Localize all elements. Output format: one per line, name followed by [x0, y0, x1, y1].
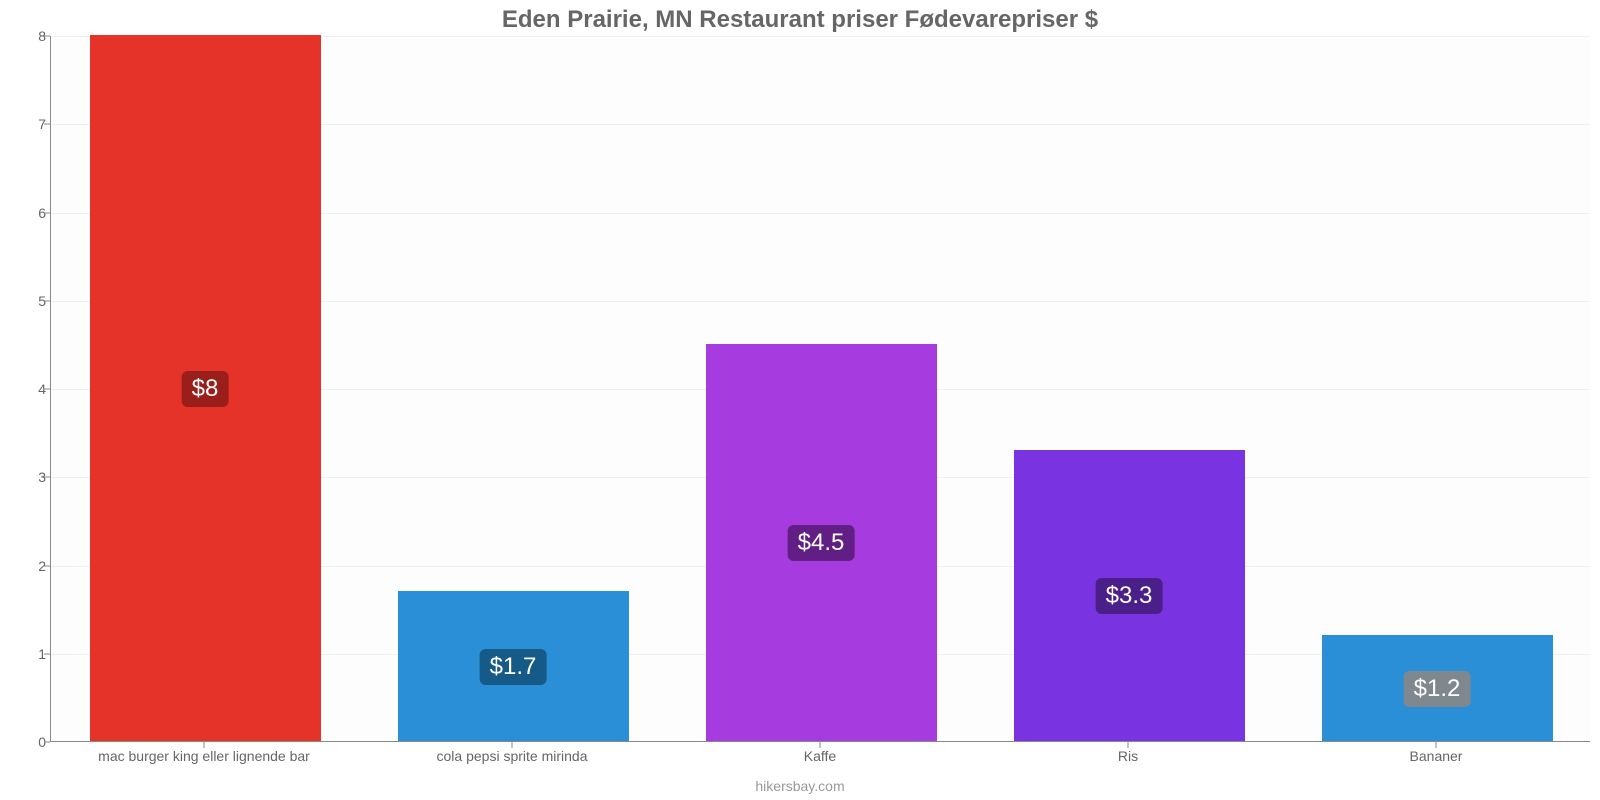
y-axis-tick-label: 8	[20, 28, 46, 44]
x-axis-tick-mark	[820, 742, 821, 748]
y-axis-tick-mark	[44, 477, 50, 478]
y-axis-tick-label: 1	[20, 646, 46, 662]
bar-value-label: $8	[182, 371, 229, 407]
x-axis-tick-mark	[1436, 742, 1437, 748]
y-axis-tick-mark	[44, 653, 50, 654]
x-axis-tick-label: cola pepsi sprite mirinda	[437, 748, 588, 764]
bar-value-label: $1.2	[1404, 671, 1471, 707]
y-axis-tick-label: 7	[20, 116, 46, 132]
y-axis-tick-mark	[44, 389, 50, 390]
bar-value-label: $3.3	[1096, 578, 1163, 614]
bar-value-label: $1.7	[480, 649, 547, 685]
attribution-label: hikersbay.com	[0, 778, 1600, 794]
x-axis-tick-label: mac burger king eller lignende bar	[98, 748, 310, 764]
y-axis-tick-mark	[44, 124, 50, 125]
y-axis-tick-label: 2	[20, 558, 46, 574]
bar-value-label: $4.5	[788, 525, 855, 561]
x-axis-tick-mark	[512, 742, 513, 748]
x-axis-tick-label: Kaffe	[804, 748, 836, 764]
x-axis-tick-label: Bananer	[1410, 748, 1463, 764]
y-axis-tick-mark	[44, 36, 50, 37]
y-axis-tick-mark	[44, 300, 50, 301]
y-axis-tick-label: 3	[20, 469, 46, 485]
y-axis-tick-mark	[44, 212, 50, 213]
price-bar-chart: Eden Prairie, MN Restaurant priser Fødev…	[0, 0, 1600, 800]
chart-title: Eden Prairie, MN Restaurant priser Fødev…	[0, 6, 1600, 34]
y-axis-tick-mark	[44, 565, 50, 566]
y-axis-tick-mark	[44, 742, 50, 743]
y-axis-tick-label: 0	[20, 734, 46, 750]
x-axis-tick-mark	[1128, 742, 1129, 748]
x-axis-tick-label: Ris	[1118, 748, 1138, 764]
y-axis-tick-label: 5	[20, 293, 46, 309]
y-axis-tick-label: 4	[20, 381, 46, 397]
x-axis-tick-mark	[204, 742, 205, 748]
y-axis-tick-label: 6	[20, 205, 46, 221]
plot-area: $8 $1.7 $4.5 $3.3 $1.2	[50, 36, 1590, 742]
